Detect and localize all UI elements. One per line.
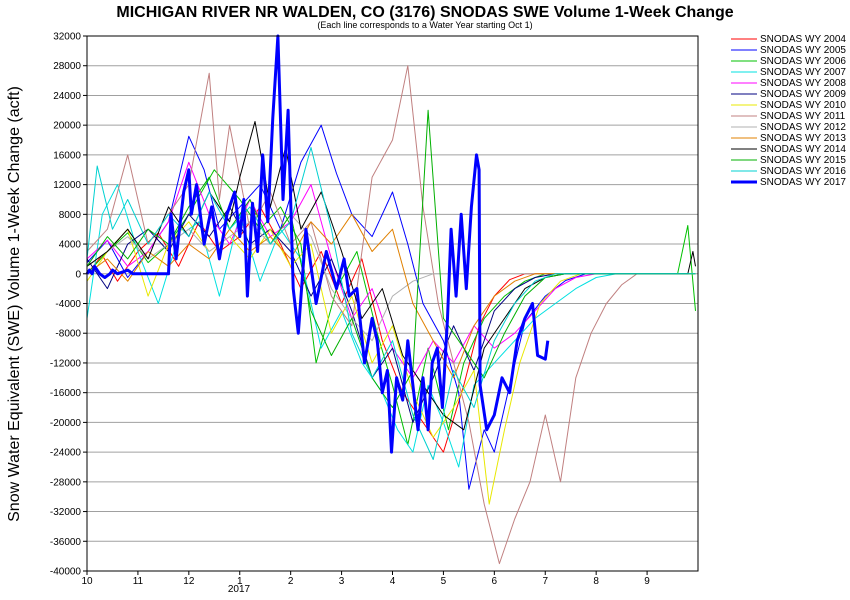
- x-tick-label: 9: [644, 576, 650, 587]
- y-tick-label: 16000: [53, 150, 81, 161]
- legend-label: SNODAS WY 2005: [760, 45, 846, 56]
- legend-label: SNODAS WY 2013: [760, 133, 846, 144]
- y-tick-label: -8000: [55, 329, 81, 340]
- y-tick-label: 8000: [59, 210, 82, 221]
- series-line-wy-2010: [86, 221, 696, 505]
- x-tick-label: 4: [390, 576, 396, 587]
- series-line-wy-2013: [86, 213, 696, 379]
- x-tick-label: 8: [593, 576, 599, 587]
- plot-frame: [86, 35, 699, 572]
- x-tick-label: 1: [237, 576, 243, 587]
- x-tick-label: 2: [288, 576, 294, 587]
- legend-label: SNODAS WY 2012: [760, 122, 846, 133]
- x-axis-ticks: 10 11 12 1 2 3 4 5 6 7 8 9: [81, 571, 650, 587]
- y-tick-label: -24000: [50, 448, 82, 459]
- y-tick-label: -20000: [50, 418, 82, 429]
- series-line-wy-2015: [86, 109, 696, 408]
- legend-label: SNODAS WY 2017: [760, 177, 846, 188]
- series-lines: [85, 34, 696, 565]
- y-tick-label: -12000: [50, 358, 82, 369]
- y-tick-label: 32000: [53, 32, 81, 43]
- y-tick-label: -4000: [55, 299, 81, 310]
- series-line-wy-2017: [85, 34, 550, 454]
- series-line-wy-2006: [86, 169, 696, 446]
- y-tick-label: -32000: [50, 507, 82, 518]
- y-tick-label: 24000: [53, 91, 81, 102]
- legend-label: SNODAS WY 2016: [760, 166, 846, 177]
- x-tick-label: 3: [339, 576, 345, 587]
- legend-label: SNODAS WY 2004: [760, 34, 846, 45]
- y-tick-label: 12000: [53, 180, 81, 191]
- y-tick-label: 20000: [53, 121, 81, 132]
- series-line-wy-2011: [86, 65, 696, 565]
- y-tick-label: -36000: [50, 537, 82, 548]
- legend-label: SNODAS WY 2014: [760, 144, 846, 155]
- series-line-wy-2016: [86, 147, 696, 460]
- chart-subtitle: (Each line corresponds to a Water Year s…: [317, 20, 532, 30]
- chart-title: MICHIGAN RIVER NR WALDEN, CO (3176) SNOD…: [116, 4, 733, 21]
- y-tick-label: -28000: [50, 477, 82, 488]
- x-year-label: 2017: [228, 584, 251, 595]
- y-axis-ticks: 32000 28000 24000 20000 16000 12000 8000 4000 0 -…: [50, 32, 87, 578]
- y-tick-label: 28000: [53, 61, 81, 72]
- y-tick-label: 4000: [59, 240, 82, 251]
- legend-label: SNODAS WY 2009: [760, 89, 846, 100]
- x-tick-label: 6: [492, 576, 498, 587]
- legend-label: SNODAS WY 2008: [760, 78, 846, 89]
- y-tick-label: -40000: [50, 567, 82, 578]
- legend-label: SNODAS WY 2011: [760, 111, 846, 122]
- legend-label: SNODAS WY 2010: [760, 100, 846, 111]
- x-tick-label: 12: [183, 576, 195, 587]
- x-tick-label: 10: [81, 576, 93, 587]
- legend-label: SNODAS WY 2006: [760, 56, 846, 67]
- x-tick-label: 11: [133, 576, 144, 587]
- legend-label: SNODAS WY 2015: [760, 155, 846, 166]
- x-tick-label: 7: [542, 576, 548, 587]
- y-tick-label: 0: [75, 269, 81, 280]
- y-axis-label: Snow Water Equivalent (SWE) Volume 1-Wee…: [6, 86, 23, 522]
- legend-label: SNODAS WY 2007: [760, 67, 846, 78]
- y-tick-label: -16000: [50, 388, 82, 399]
- x-tick-label: 5: [441, 576, 447, 587]
